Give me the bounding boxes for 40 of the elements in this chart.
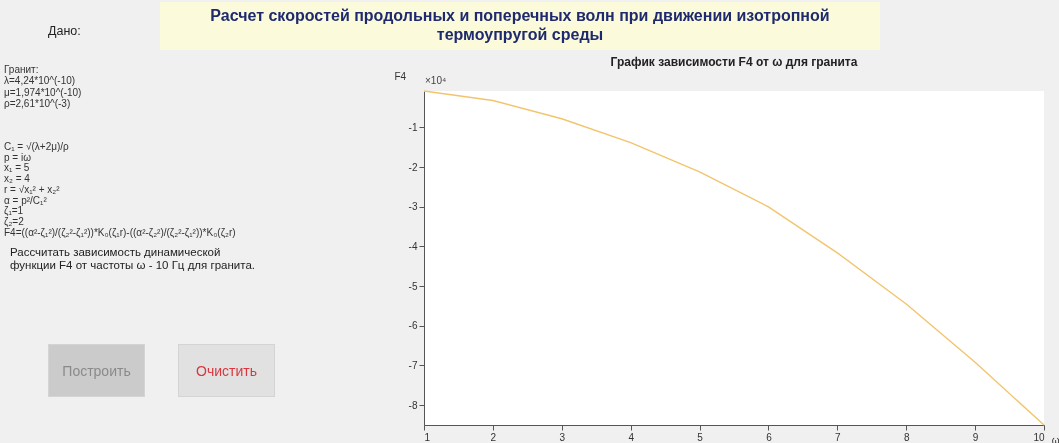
y-tick-label: -4	[408, 241, 418, 252]
y-tick-label: -6	[408, 320, 418, 332]
x-tick-label: 2	[490, 431, 497, 443]
y-tick-label: -3	[408, 201, 418, 213]
y-tick-label: -1	[408, 121, 418, 133]
text: λ=4,24*10^(-10)	[4, 75, 76, 87]
y-tick-label: -7	[408, 360, 418, 371]
x-tick-label: 9	[972, 431, 979, 443]
y-tick-label: -2	[408, 161, 418, 173]
text: ζ₁=1	[4, 205, 24, 217]
y-tick-label: -5	[408, 280, 418, 292]
text: ζ₂=2	[4, 215, 24, 227]
text: Рассчитать зависимость динамической функции F4 от частоты ω - 10 Гц для гранита.	[10, 246, 256, 272]
y-axis-title: F4	[394, 70, 407, 82]
text: x₁ = 5	[4, 162, 30, 174]
text: ×10⁴	[425, 75, 447, 86]
y-tick-label: -8	[408, 399, 418, 411]
x-tick-label: 10	[1033, 431, 1045, 443]
text: Дано:	[48, 24, 81, 38]
text: p = iω	[4, 151, 31, 163]
button[interactable]: Построить	[48, 344, 145, 397]
x-tick-label: 1	[424, 431, 431, 443]
x-tick-label: 4	[628, 431, 635, 443]
chart-title: График зависимости F4 от ω для гранита	[610, 55, 858, 69]
text: μ=1,974*10^(-10)	[4, 86, 82, 98]
x-axis-title: ω	[1051, 434, 1059, 443]
x-tick-label: 8	[903, 431, 910, 443]
x-tick-label: 7	[835, 431, 842, 443]
text: F4=((α²-ζ₁²)/(ζ₂²-ζ₁²))*K₀(ζ₁r)-((α²-ζ₂²)/(ζ₂²-ζ₁²))*K₀(ζ₂r)	[4, 226, 236, 238]
text: ρ=2,61*10^(-3)	[4, 97, 71, 109]
text: x₂ = 4	[4, 173, 30, 185]
x-tick-label: 3	[559, 431, 566, 443]
text: Расчет скоростей продольных и поперечных волн при движении изотропной термоупругой среды	[160, 2, 880, 50]
text: C₁ = √(λ+2μ)/ρ	[4, 141, 69, 152]
text: α = p²/C₁²	[4, 194, 47, 206]
button[interactable]: Очистить	[178, 344, 275, 397]
text: r = √x₁² + x₂²	[4, 183, 60, 195]
text: Гранит:	[4, 64, 39, 75]
x-tick-label: 5	[697, 431, 704, 443]
x-tick-label: 6	[766, 431, 773, 443]
